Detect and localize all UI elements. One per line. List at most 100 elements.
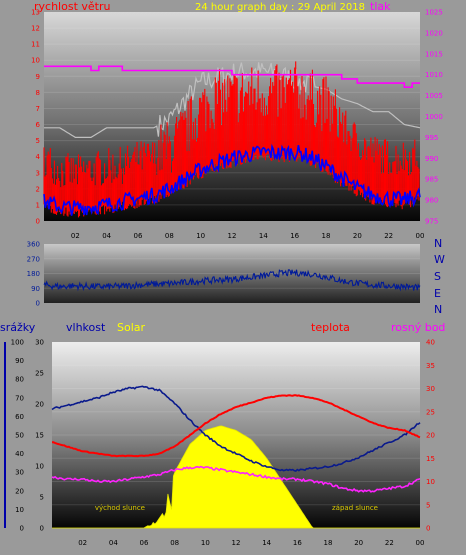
climate-x-tick-10: 10 bbox=[201, 539, 210, 547]
humidity-tick-20: 20 bbox=[35, 401, 44, 409]
sunset-label: západ slunce bbox=[332, 504, 378, 512]
humidity-tick-25: 25 bbox=[35, 370, 44, 378]
pressure-tick-985: 985 bbox=[425, 176, 438, 184]
temperature-line bbox=[52, 394, 421, 458]
climate-axis-ticks: 0102030405060708090100051015202530051015… bbox=[11, 339, 435, 548]
climate-x-tick-04: 04 bbox=[109, 539, 118, 547]
rain-tick-60: 60 bbox=[15, 413, 24, 421]
wind-average-line bbox=[43, 143, 421, 216]
wind-speed-label: rychlost větru bbox=[34, 0, 110, 13]
humidity-tick-10: 10 bbox=[35, 463, 44, 471]
rain-tick-0: 0 bbox=[20, 525, 24, 533]
wind-tick-12: 12 bbox=[31, 25, 40, 33]
wind-x-tick-20: 20 bbox=[353, 232, 362, 240]
humidity-tick-30: 30 bbox=[35, 339, 44, 347]
rain-tick-40: 40 bbox=[15, 450, 24, 458]
climate-x-tick-00: 00 bbox=[416, 539, 425, 547]
climate-series bbox=[51, 385, 421, 529]
rain-tick-90: 90 bbox=[15, 357, 24, 365]
wind-x-tick-04: 04 bbox=[102, 232, 111, 240]
humidity-line bbox=[51, 385, 421, 472]
direction-tick-0: 0 bbox=[36, 300, 40, 308]
wind-x-tick-16: 16 bbox=[290, 232, 299, 240]
rain-tick-10: 10 bbox=[15, 506, 24, 514]
wind-axis-ticks: 0123456789101112139759809859909951000100… bbox=[31, 9, 443, 241]
temperature-tick-40: 40 bbox=[426, 339, 435, 347]
pressure-tick-995: 995 bbox=[425, 134, 438, 142]
temperature-tick-20: 20 bbox=[426, 432, 435, 440]
compass-n-top: N bbox=[434, 237, 442, 250]
direction-tick-90: 90 bbox=[31, 285, 40, 293]
direction-tick-180: 180 bbox=[27, 270, 40, 278]
rain-label: srážky bbox=[0, 321, 36, 334]
wind-tick-7: 7 bbox=[36, 105, 40, 113]
rain-tick-20: 20 bbox=[15, 487, 24, 495]
solar-label: Solar bbox=[117, 321, 146, 334]
wind-x-tick-18: 18 bbox=[322, 232, 331, 240]
humidity-tick-15: 15 bbox=[35, 432, 44, 440]
temperature-tick-15: 15 bbox=[426, 455, 435, 463]
pressure-line bbox=[44, 65, 420, 88]
climate-x-tick-16: 16 bbox=[293, 539, 302, 547]
wind-x-tick-10: 10 bbox=[196, 232, 205, 240]
wind-x-tick-14: 14 bbox=[259, 232, 268, 240]
pressure-tick-975: 975 bbox=[425, 218, 438, 226]
rain-tick-50: 50 bbox=[15, 432, 24, 440]
direction-line bbox=[43, 269, 421, 292]
climate-x-tick-06: 06 bbox=[140, 539, 149, 547]
wind-tick-9: 9 bbox=[36, 73, 40, 81]
wind-tick-4: 4 bbox=[36, 153, 41, 161]
rain-tick-100: 100 bbox=[11, 339, 24, 347]
direction-plot-area bbox=[44, 244, 420, 303]
wind-tick-3: 3 bbox=[36, 169, 40, 177]
compass-s: S bbox=[434, 270, 441, 283]
wind-x-tick-02: 02 bbox=[71, 232, 80, 240]
temperature-tick-25: 25 bbox=[426, 408, 435, 416]
wind-series bbox=[43, 61, 421, 218]
direction-series bbox=[43, 269, 421, 292]
humidity-tick-5: 5 bbox=[40, 494, 44, 502]
pressure-label: tlak bbox=[370, 0, 391, 13]
temperature-tick-10: 10 bbox=[426, 478, 435, 486]
wind-tick-11: 11 bbox=[31, 41, 40, 49]
pressure-tick-1005: 1005 bbox=[425, 92, 443, 100]
climate-x-tick-22: 22 bbox=[385, 539, 394, 547]
temperature-label: teplota bbox=[311, 321, 350, 334]
pressure-tick-1025: 1025 bbox=[425, 9, 443, 17]
rain-axis-bar bbox=[4, 342, 6, 528]
wind-x-tick-00: 00 bbox=[416, 232, 425, 240]
pressure-tick-1010: 1010 bbox=[425, 71, 443, 79]
wind-x-tick-22: 22 bbox=[384, 232, 393, 240]
wind-tick-6: 6 bbox=[36, 121, 41, 129]
temperature-tick-0: 0 bbox=[426, 525, 430, 533]
dewpoint-line bbox=[51, 465, 421, 493]
wind-tick-13: 13 bbox=[31, 9, 40, 17]
wind-tick-0: 0 bbox=[36, 218, 40, 226]
wind-tick-10: 10 bbox=[31, 57, 40, 65]
pressure-tick-1015: 1015 bbox=[425, 50, 443, 58]
humidity-tick-0: 0 bbox=[40, 525, 44, 533]
compass-n-bottom: N bbox=[434, 303, 442, 316]
pressure-tick-990: 990 bbox=[425, 155, 438, 163]
wind-tick-8: 8 bbox=[36, 89, 40, 97]
compass-w: W bbox=[434, 253, 445, 266]
direction-grid bbox=[44, 258, 420, 289]
direction-axis-ticks: 0 90 180 270 360 bbox=[27, 241, 40, 308]
sunrise-label: východ slunce bbox=[95, 504, 145, 512]
wind-tick-5: 5 bbox=[36, 137, 40, 145]
pressure-tick-980: 980 bbox=[425, 197, 438, 205]
history-line bbox=[44, 62, 421, 138]
climate-x-tick-20: 20 bbox=[354, 539, 363, 547]
direction-tick-270: 270 bbox=[27, 255, 40, 263]
rain-tick-70: 70 bbox=[15, 394, 24, 402]
wind-x-tick-06: 06 bbox=[134, 232, 143, 240]
chart-title: 24 hour graph day : 29 April 2018 bbox=[195, 2, 365, 13]
pressure-tick-1020: 1020 bbox=[425, 29, 443, 37]
pressure-tick-1000: 1000 bbox=[425, 113, 443, 121]
wind-x-tick-08: 08 bbox=[165, 232, 174, 240]
climate-x-tick-02: 02 bbox=[78, 539, 87, 547]
climate-x-tick-08: 08 bbox=[170, 539, 179, 547]
wind-x-tick-12: 12 bbox=[228, 232, 237, 240]
